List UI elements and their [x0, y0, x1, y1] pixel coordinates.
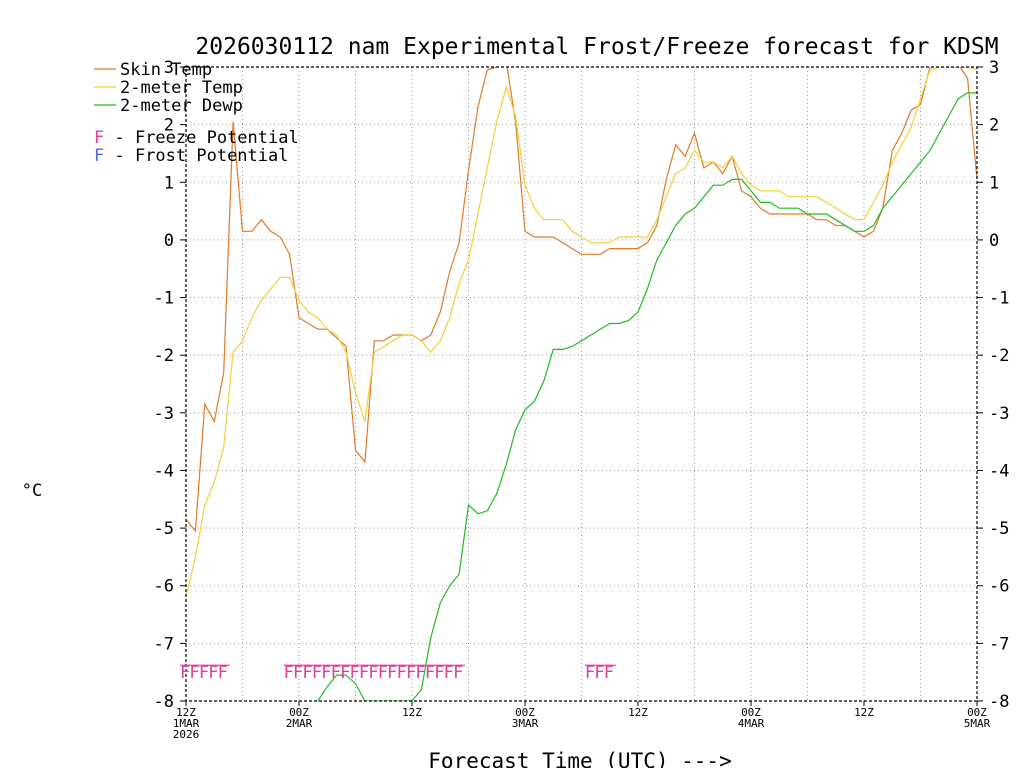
freeze-potential-marker: F — [415, 663, 425, 683]
x-tick-label: 00Z — [289, 706, 309, 719]
freeze-potential-marker: F — [331, 663, 341, 683]
x-tick-label: 00Z — [515, 706, 535, 719]
series-lines — [186, 67, 977, 701]
y-tick-label-right: -8 — [989, 692, 1009, 712]
x-tick-label: 12Z — [176, 706, 196, 719]
x-tick-label: 12Z — [402, 706, 422, 719]
x-tick-label: 5MAR — [964, 717, 991, 730]
chart-title: 2026030112 nam Experimental Frost/Freeze… — [195, 34, 998, 60]
y-tick-label-left: 0 — [164, 231, 174, 251]
y-tick-label-right: -1 — [989, 289, 1009, 309]
freeze-potential-marker: F — [378, 663, 388, 683]
freeze-potential-marker: F — [368, 663, 378, 683]
freeze-potential-marker: F — [453, 663, 463, 683]
freeze-potential-marker: F — [387, 663, 397, 683]
y-tick-label-right: -6 — [989, 577, 1009, 597]
y-tick-label-left: -3 — [154, 404, 174, 424]
x-tick-label: 12Z — [628, 706, 648, 719]
freeze-potential-marker: F — [406, 663, 416, 683]
x-tick-label: 4MAR — [738, 717, 765, 730]
y-tick-label-right: 2 — [989, 116, 999, 136]
legend-marker-entry: F - Frost Potential — [94, 146, 288, 166]
x-tick-label: 1MAR — [173, 717, 200, 730]
grid — [186, 67, 977, 701]
x-tick-label: 2026 — [173, 728, 200, 741]
plot-border — [185, 66, 978, 702]
freeze-potential-marker: F — [208, 663, 218, 683]
x-tick-label: 00Z — [741, 706, 761, 719]
legend-label: - Freeze Potential — [104, 128, 298, 148]
legend-label: Skin Temp — [120, 60, 212, 80]
x-tick-label: 3MAR — [512, 717, 539, 730]
y-tick-label-right: -2 — [989, 346, 1009, 366]
x-axis-label: Forecast Time (UTC) ---> — [428, 749, 731, 768]
y-tick-label-left: -7 — [154, 634, 174, 654]
legend-marker-letter: F — [94, 146, 104, 166]
legend-marker-entry: F - Freeze Potential — [94, 128, 299, 148]
freeze-potential-marker: F — [189, 663, 199, 683]
freeze-potential-marker: F — [444, 663, 454, 683]
y-tick-label-left: -6 — [154, 577, 174, 597]
x-tick-label: 12Z — [854, 706, 874, 719]
y-tick-label-right: -7 — [989, 634, 1009, 654]
legend-label: - Frost Potential — [104, 146, 288, 166]
y-tick-label-left: 2 — [164, 116, 174, 136]
plot-frame — [185, 66, 978, 702]
y-tick-label-left: -5 — [154, 519, 174, 539]
y-tick-label-right: 0 — [989, 231, 999, 251]
freeze-potential-marker: F — [218, 663, 228, 683]
y-tick-label-left: -2 — [154, 346, 174, 366]
freeze-potential-marker: F — [180, 663, 190, 683]
freeze-potential-marker: F — [302, 663, 312, 683]
freeze-potential-marker: F — [604, 663, 614, 683]
y-tick-label-right: -4 — [989, 461, 1009, 481]
freeze-potential-marker: F — [199, 663, 209, 683]
freeze-potential-marker: F — [585, 663, 595, 683]
y-tick-label-right: 3 — [989, 58, 999, 78]
y-axis-label: °C — [22, 481, 42, 501]
y-tick-label-right: -5 — [989, 519, 1009, 539]
freeze-potential-marker: F — [594, 663, 604, 683]
freeze-potential-marker: F — [350, 663, 360, 683]
y-tick-label-right: -3 — [989, 404, 1009, 424]
y-tick-label-left: 1 — [164, 173, 174, 193]
series-line-2-meter-temp — [186, 67, 977, 598]
y-tick-label-left: -1 — [154, 289, 174, 309]
freeze-potential-marker: F — [321, 663, 331, 683]
legend-label: 2-meter Dewp — [120, 96, 243, 116]
legend-marker-letter: F — [94, 128, 104, 148]
legend-label: 2-meter Temp — [120, 78, 243, 98]
axis-ticks: -8 -8 -7 -7 -6 -6 -5 -5 -4 -4 -3 -3 -2 -2 -1 -1 0 0 1 1 2 2 3 3… — [154, 58, 1010, 741]
freeze-potential-marker: F — [293, 663, 303, 683]
y-tick-label-left: -8 — [154, 692, 174, 712]
freeze-potential-marker: F — [425, 663, 435, 683]
y-tick-label-right: 1 — [989, 173, 999, 193]
freeze-potential-marker: F — [359, 663, 369, 683]
series-line-2-meter-dewp — [317, 92, 977, 701]
y-tick-label-left: 3 — [164, 58, 174, 78]
freeze-potential-marker: F — [284, 663, 294, 683]
freeze-potential-marker: F — [434, 663, 444, 683]
x-tick-label: 00Z — [967, 706, 987, 719]
freeze-potential-marker: F — [397, 663, 407, 683]
x-tick-label: 2MAR — [286, 717, 313, 730]
freeze-potential-marker: F — [340, 663, 350, 683]
y-tick-label-left: -4 — [154, 461, 174, 481]
freeze-potential-marker: F — [312, 663, 322, 683]
